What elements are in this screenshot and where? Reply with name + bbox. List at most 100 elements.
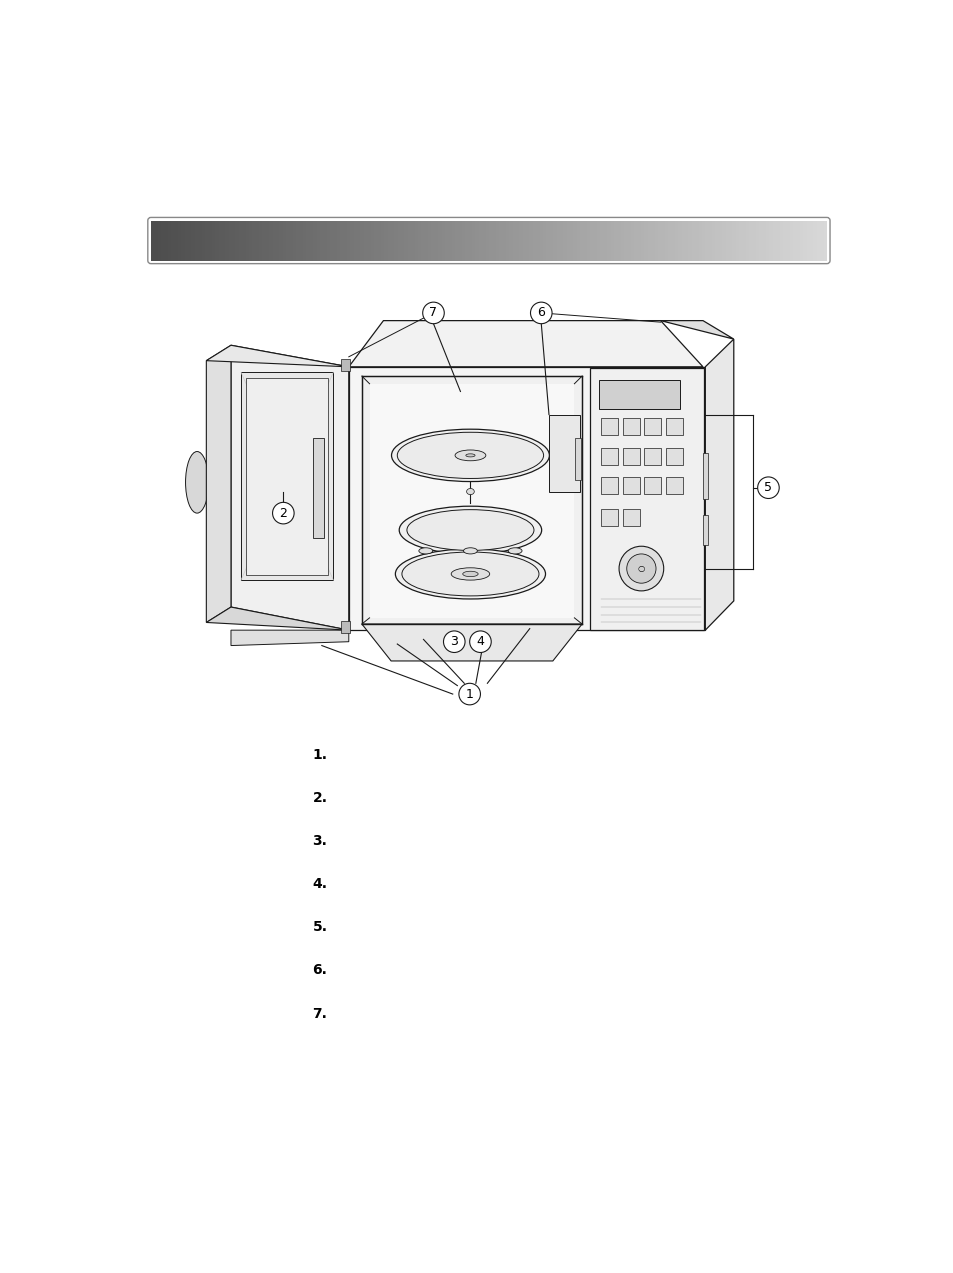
Bar (245, 220, 249, 261)
Bar (698, 220, 701, 261)
Ellipse shape (626, 554, 656, 583)
Bar (350, 220, 354, 261)
Bar (326, 220, 330, 261)
Bar (755, 220, 759, 261)
Bar (688, 220, 692, 261)
Bar (732, 220, 736, 261)
Bar (161, 220, 165, 261)
Bar (634, 220, 638, 261)
Bar (617, 220, 620, 261)
Polygon shape (659, 321, 733, 339)
Bar (772, 220, 776, 261)
Bar (701, 220, 705, 261)
Bar (816, 220, 820, 261)
Bar (168, 220, 172, 261)
Bar (178, 220, 181, 261)
Bar (614, 220, 618, 261)
Bar (452, 220, 455, 261)
Text: 1.: 1. (313, 749, 327, 763)
Bar (498, 220, 502, 261)
Bar (752, 220, 756, 261)
Bar (279, 220, 283, 261)
Ellipse shape (398, 507, 541, 554)
Bar (252, 220, 255, 261)
Bar (157, 220, 161, 261)
Ellipse shape (185, 452, 209, 513)
Bar (502, 220, 506, 261)
Bar (516, 220, 519, 261)
Bar (313, 220, 316, 261)
Bar (573, 220, 577, 261)
Bar (813, 220, 817, 261)
Bar (201, 220, 205, 261)
Polygon shape (361, 376, 581, 624)
Bar (415, 220, 417, 261)
Bar (241, 372, 333, 580)
Bar (431, 220, 435, 261)
Bar (665, 477, 682, 494)
Bar (512, 220, 516, 261)
Bar (671, 220, 675, 261)
Text: 6: 6 (537, 307, 545, 320)
Bar (600, 509, 618, 526)
Bar (313, 438, 324, 537)
Bar (198, 220, 202, 261)
Bar (627, 220, 631, 261)
Bar (340, 220, 344, 261)
Bar (319, 220, 323, 261)
Bar (522, 220, 526, 261)
Bar (468, 220, 472, 261)
Bar (822, 220, 826, 261)
Bar (478, 220, 482, 261)
Bar (654, 220, 658, 261)
Bar (622, 419, 639, 435)
Bar (718, 220, 721, 261)
Bar (799, 220, 802, 261)
Bar (603, 220, 607, 261)
Bar (695, 220, 699, 261)
Polygon shape (206, 345, 349, 367)
Bar (702, 453, 708, 499)
Bar (562, 220, 566, 261)
Bar (665, 448, 682, 465)
Text: 2.: 2. (313, 791, 327, 805)
Bar (597, 220, 600, 261)
Bar (424, 220, 428, 261)
Bar (630, 220, 634, 261)
Bar (680, 220, 684, 261)
Bar (273, 220, 276, 261)
Bar (356, 220, 360, 261)
Bar (702, 514, 708, 545)
Bar (360, 220, 364, 261)
Bar (391, 220, 395, 261)
Bar (735, 220, 739, 261)
Bar (678, 220, 681, 261)
Polygon shape (206, 607, 349, 630)
Bar (782, 220, 786, 261)
Bar (637, 220, 640, 261)
Text: 6.: 6. (313, 964, 327, 978)
Bar (785, 220, 789, 261)
Ellipse shape (451, 568, 489, 580)
Polygon shape (369, 383, 574, 617)
Bar (651, 220, 655, 261)
Bar (212, 220, 215, 261)
Bar (154, 220, 158, 261)
Bar (667, 220, 671, 261)
Bar (664, 220, 668, 261)
Bar (289, 220, 293, 261)
Bar (525, 220, 529, 261)
Polygon shape (206, 345, 231, 622)
Bar (481, 220, 485, 261)
Bar (303, 220, 307, 261)
Bar (622, 477, 639, 494)
Bar (336, 220, 340, 261)
Bar (539, 220, 543, 261)
Ellipse shape (465, 454, 475, 457)
Bar (262, 220, 266, 261)
Ellipse shape (618, 546, 663, 591)
Text: 2: 2 (279, 507, 287, 519)
Bar (789, 220, 793, 261)
Text: 1: 1 (465, 687, 473, 700)
Bar (222, 220, 226, 261)
